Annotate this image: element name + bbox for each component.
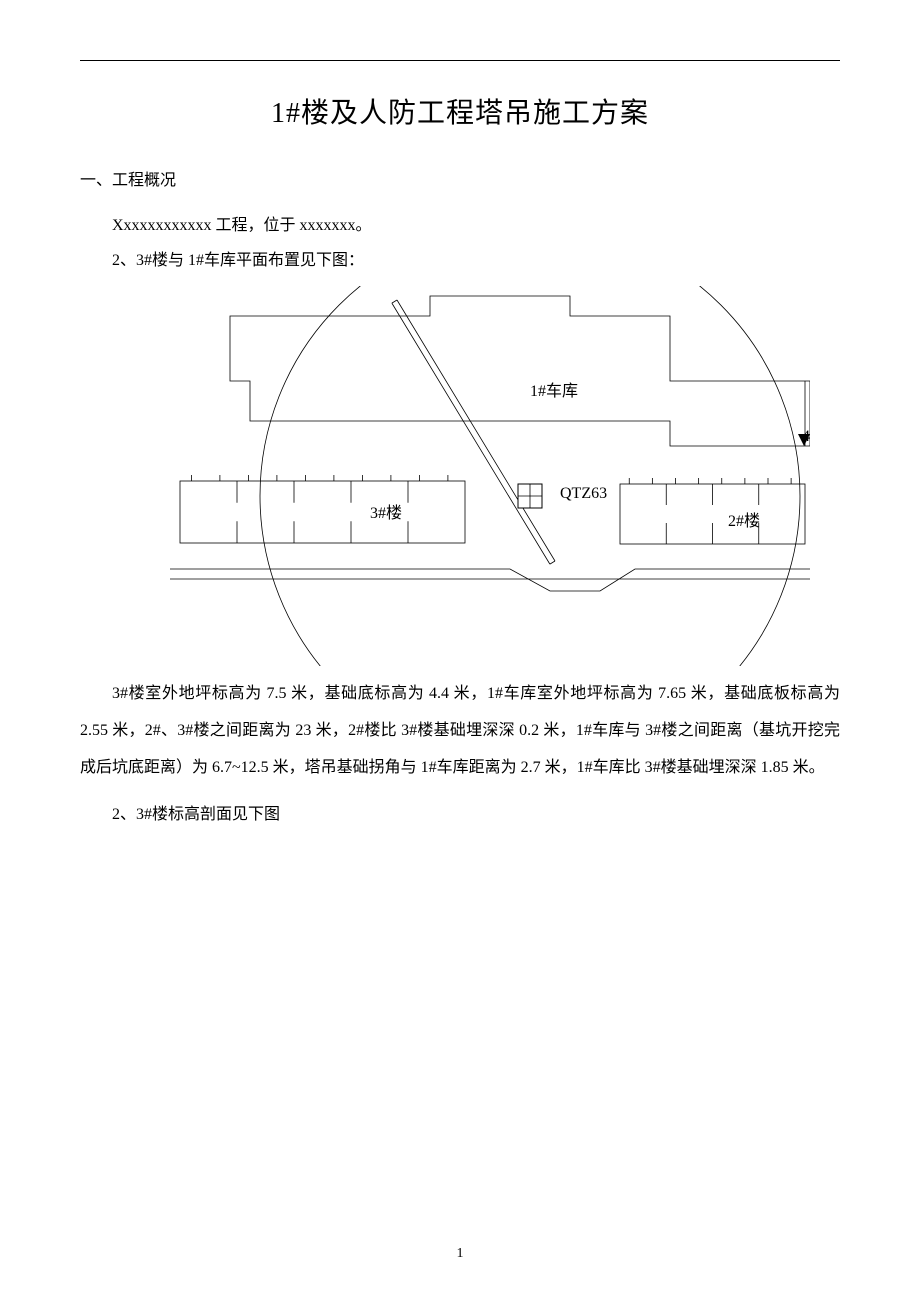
top-rule bbox=[80, 60, 840, 61]
plan-diagram: 1#车库 4 QTZ63 3#楼 2#楼 bbox=[110, 286, 810, 666]
main-paragraph: 3#楼室外地坪标高为 7.5 米，基础底标高为 4.4 米，1#车库室外地坪标高… bbox=[80, 676, 840, 786]
svg-text:4: 4 bbox=[802, 428, 810, 445]
section-heading-1: 一、工程概况 bbox=[80, 166, 840, 190]
svg-text:3#楼: 3#楼 bbox=[370, 504, 402, 522]
intro-line-2: 2、3#楼与 1#车库平面布置见下图： bbox=[80, 243, 840, 278]
plan-diagram-container: 1#车库 4 QTZ63 3#楼 2#楼 bbox=[80, 286, 840, 666]
intro-line-1: Xxxxxxxxxxxx 工程，位于 xxxxxxx。 bbox=[80, 208, 840, 243]
page-title: 1#楼及人防工程塔吊施工方案 bbox=[80, 91, 840, 131]
page-number: 1 bbox=[0, 1246, 920, 1262]
svg-text:2#楼: 2#楼 bbox=[728, 512, 760, 530]
svg-text:QTZ63: QTZ63 bbox=[560, 485, 607, 502]
svg-text:1#车库: 1#车库 bbox=[530, 382, 578, 400]
intro-line-3: 2、3#楼标高剖面见下图 bbox=[80, 797, 840, 832]
